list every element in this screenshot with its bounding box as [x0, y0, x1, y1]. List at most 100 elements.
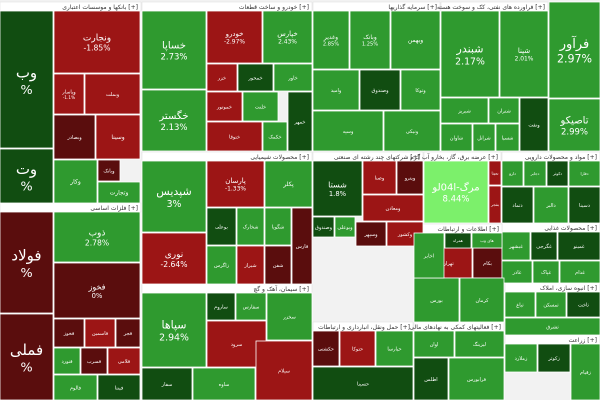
stock-tile[interactable]: [548, 1, 600, 99]
stock-tile[interactable]: [53, 347, 81, 375]
stock-tile[interactable]: [206, 292, 236, 321]
stock-tile[interactable]: [264, 160, 313, 208]
stock-tile[interactable]: [206, 160, 265, 208]
stock-tile[interactable]: [488, 160, 502, 186]
stock-tile[interactable]: [504, 291, 536, 318]
stock-tile[interactable]: [533, 186, 569, 224]
stock-tile[interactable]: [530, 231, 558, 261]
stock-tile[interactable]: [557, 231, 600, 261]
stock-tile[interactable]: [287, 91, 313, 152]
stock-tile[interactable]: [472, 123, 496, 152]
stock-tile[interactable]: [97, 159, 121, 182]
stock-tile[interactable]: [262, 10, 313, 64]
stock-tile[interactable]: [53, 211, 141, 263]
stock-tile[interactable]: [206, 91, 243, 122]
stock-tile[interactable]: [566, 291, 600, 318]
stock-tile[interactable]: [312, 10, 350, 70]
stock-tile[interactable]: [255, 340, 313, 400]
stock-tile[interactable]: [448, 357, 505, 400]
stock-tile[interactable]: [53, 10, 141, 74]
stock-tile[interactable]: [53, 114, 96, 160]
stock-tile[interactable]: [97, 181, 141, 204]
stock-tile[interactable]: [53, 73, 85, 115]
stock-tile[interactable]: [568, 160, 600, 187]
stock-tile[interactable]: [488, 97, 520, 124]
stock-tile[interactable]: [141, 160, 207, 233]
stock-tile[interactable]: [559, 260, 600, 284]
stock-tile[interactable]: [413, 330, 455, 358]
stock-tile[interactable]: [400, 69, 441, 111]
stock-tile[interactable]: [95, 114, 141, 160]
stock-tile[interactable]: [359, 69, 401, 111]
stock-tile[interactable]: [264, 245, 292, 285]
stock-tile[interactable]: [349, 10, 391, 70]
stock-tile[interactable]: [501, 260, 533, 284]
stock-tile[interactable]: [141, 89, 207, 152]
stock-tile[interactable]: [312, 69, 360, 111]
stock-tile[interactable]: [535, 291, 567, 318]
stock-tile[interactable]: [237, 63, 274, 92]
stock-tile[interactable]: [334, 216, 356, 238]
stock-tile[interactable]: [537, 343, 571, 373]
stock-tile[interactable]: [523, 160, 547, 187]
stock-tile[interactable]: [141, 292, 207, 368]
stock-tile[interactable]: [454, 330, 505, 358]
stock-tile[interactable]: [519, 97, 549, 152]
stock-tile[interactable]: [192, 367, 256, 400]
stock-tile[interactable]: [53, 374, 98, 400]
stock-tile[interactable]: [312, 216, 335, 238]
stock-tile[interactable]: [339, 330, 376, 367]
stock-tile[interactable]: [262, 121, 288, 152]
stock-tile[interactable]: [97, 374, 141, 400]
stock-tile[interactable]: [499, 10, 549, 98]
stock-tile[interactable]: [471, 232, 503, 249]
stock-tile[interactable]: [501, 186, 534, 224]
stock-tile[interactable]: [570, 343, 600, 400]
stock-tile[interactable]: [444, 232, 472, 249]
stock-tile[interactable]: [504, 343, 538, 373]
stock-tile[interactable]: [84, 318, 116, 348]
stock-tile[interactable]: [53, 159, 98, 204]
stock-tile[interactable]: [472, 247, 503, 279]
stock-tile[interactable]: [236, 245, 265, 285]
stock-tile[interactable]: [459, 277, 505, 323]
stock-tile[interactable]: [141, 232, 207, 285]
stock-tile[interactable]: [53, 318, 85, 348]
stock-tile[interactable]: [440, 97, 489, 124]
stock-tile[interactable]: [53, 262, 141, 319]
stock-tile[interactable]: [532, 260, 560, 284]
stock-tile[interactable]: [291, 207, 313, 285]
stock-tile[interactable]: [115, 318, 141, 348]
stock-tile[interactable]: [568, 186, 600, 224]
stock-tile[interactable]: [440, 123, 473, 152]
stock-tile[interactable]: [0, 148, 54, 204]
stock-tile[interactable]: [488, 185, 502, 224]
stock-tile[interactable]: [206, 207, 237, 246]
stock-tile[interactable]: [413, 232, 445, 279]
stock-tile[interactable]: [141, 10, 207, 90]
stock-tile[interactable]: [206, 10, 263, 64]
stock-tile[interactable]: [206, 245, 237, 285]
stock-tile[interactable]: [0, 211, 54, 314]
stock-tile[interactable]: [84, 73, 141, 115]
stock-tile[interactable]: [312, 110, 384, 152]
stock-tile[interactable]: [80, 347, 108, 375]
stock-tile[interactable]: [375, 330, 414, 367]
stock-tile[interactable]: [242, 91, 279, 122]
stock-tile[interactable]: [235, 292, 267, 321]
stock-tile[interactable]: [423, 160, 489, 224]
stock-tile[interactable]: [440, 10, 500, 98]
stock-tile[interactable]: [546, 160, 569, 187]
stock-tile[interactable]: [355, 221, 387, 247]
stock-tile[interactable]: [312, 160, 363, 217]
stock-tile[interactable]: [495, 123, 520, 152]
stock-tile[interactable]: [504, 317, 600, 336]
stock-tile[interactable]: [312, 366, 414, 400]
stock-tile[interactable]: [273, 63, 313, 92]
stock-tile[interactable]: [383, 110, 441, 152]
stock-tile[interactable]: [206, 121, 263, 152]
stock-tile[interactable]: [264, 207, 292, 246]
stock-tile[interactable]: [206, 63, 238, 92]
stock-tile[interactable]: [141, 367, 193, 400]
stock-tile[interactable]: [266, 292, 313, 341]
